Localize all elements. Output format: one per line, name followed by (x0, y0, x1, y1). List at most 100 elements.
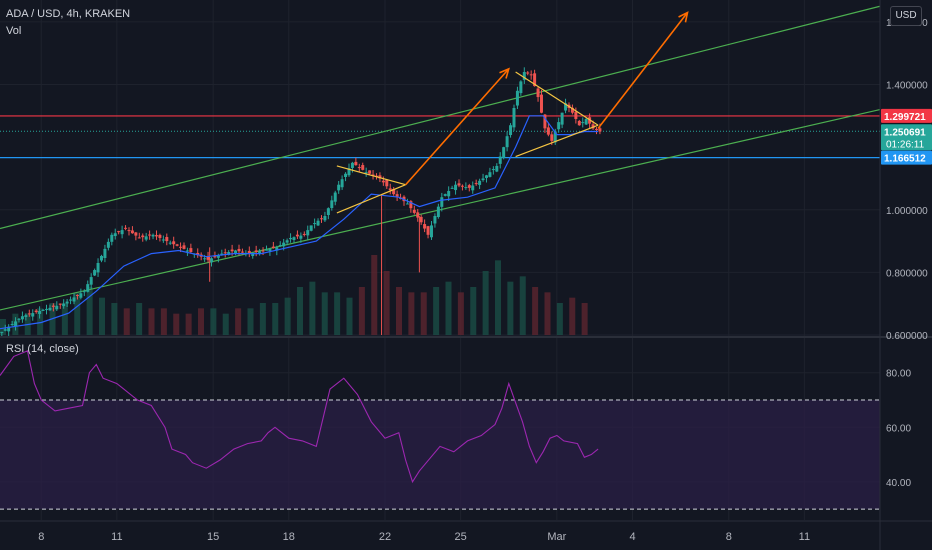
candle-body (371, 174, 375, 176)
candle-body (581, 122, 585, 124)
candle-body (457, 183, 461, 186)
candle-body (103, 248, 107, 258)
volume-bars (0, 255, 588, 335)
candle-body (141, 235, 145, 238)
volume-bar (507, 281, 514, 335)
candle-body (271, 246, 275, 249)
candle-body (598, 128, 602, 132)
candle-body (161, 239, 165, 241)
candle-body (464, 187, 468, 189)
candle-body (89, 277, 93, 285)
currency-button[interactable]: USD (890, 6, 922, 26)
time-tick-label: 8 (38, 531, 44, 543)
candle-body (55, 305, 59, 310)
candles (0, 67, 602, 337)
candle-body (93, 270, 97, 276)
candle-body (292, 237, 296, 240)
candle-body (509, 125, 513, 135)
candle-body (423, 224, 427, 229)
candle-body (543, 114, 547, 129)
time-tick-label: 22 (379, 531, 391, 543)
candle-body (564, 103, 568, 111)
volume-bar (569, 297, 576, 335)
candle-body (20, 316, 24, 320)
volume-bar (148, 308, 155, 335)
rsi-axis[interactable]: 80.00 60.00 40.00 (886, 369, 911, 489)
volume-bar (235, 308, 242, 335)
candle-body (368, 170, 372, 174)
candle-body (488, 172, 492, 177)
volume-bar (247, 308, 254, 335)
candle-body (209, 258, 213, 263)
candle-body (326, 208, 330, 216)
trend-channel-line[interactable] (0, 5, 881, 230)
candle-body (536, 88, 540, 98)
triangle-line[interactable] (336, 165, 406, 186)
candle-body (48, 307, 52, 311)
price-tick-label: 0.800000 (886, 268, 928, 279)
candle-body (533, 73, 537, 87)
candle-body (120, 230, 124, 235)
horizontal-lines (0, 115, 880, 159)
candle-body (86, 284, 90, 292)
candle-body (443, 194, 447, 196)
candle-body (258, 251, 262, 254)
candle-body (41, 309, 45, 311)
candle-body (395, 194, 399, 197)
triangle-line[interactable] (336, 184, 406, 214)
volume-bar (408, 292, 415, 335)
triangle-line[interactable] (515, 124, 599, 158)
candle-body (10, 324, 14, 326)
volume-bar (581, 303, 588, 335)
symbol-title[interactable]: ADA / USD, 4h, KRAKEN (6, 8, 131, 20)
candle-body (282, 242, 286, 247)
triangle-line[interactable] (515, 71, 599, 126)
time-tick-label: 11 (799, 531, 810, 543)
candle-body (344, 173, 348, 178)
volume-bar (470, 287, 477, 335)
candle-body (79, 293, 83, 298)
price-label-box (881, 108, 932, 123)
time-tick-label: 11 (111, 531, 122, 543)
volume-bar (433, 287, 440, 335)
trend-channel-line[interactable] (0, 108, 881, 311)
volume-bar (371, 255, 378, 335)
candle-body (203, 258, 207, 260)
volume-bar (383, 271, 390, 335)
arrow-line[interactable] (405, 68, 510, 186)
candle-body (154, 235, 158, 237)
candle-body (24, 315, 28, 317)
candle-body (357, 167, 361, 169)
rsi-indicator-label[interactable]: RSI (14, close) (6, 343, 79, 355)
candle-body (179, 246, 183, 248)
candle-body (522, 72, 526, 80)
volume-indicator-label[interactable]: Vol (6, 25, 22, 37)
candle-body (34, 310, 38, 313)
arrow-drawings (405, 11, 689, 186)
time-tick-label: 18 (283, 531, 295, 543)
candle-body (447, 190, 451, 197)
candle-body (337, 184, 341, 191)
volume-bar (544, 292, 551, 335)
arrow-line[interactable] (597, 12, 689, 129)
candle-body (223, 252, 227, 254)
volume-bar (99, 297, 105, 335)
volume-bar (284, 297, 291, 335)
candle-body (289, 237, 293, 240)
candle-body (17, 318, 21, 320)
candle-body (495, 165, 499, 172)
candle-body (99, 255, 103, 261)
candle-body (557, 122, 561, 130)
volume-bar (519, 276, 526, 335)
moving-average-line (0, 115, 599, 330)
rsi-tick-label: 60.00 (886, 423, 911, 434)
candle-body (471, 185, 475, 191)
time-axis[interactable]: 8 11 15 18 22 25 Mar 4 8 11 (38, 531, 810, 543)
time-tick-label: 15 (207, 531, 219, 543)
candle-body (130, 230, 134, 234)
candle-body (137, 237, 141, 239)
candle-body (295, 234, 299, 237)
